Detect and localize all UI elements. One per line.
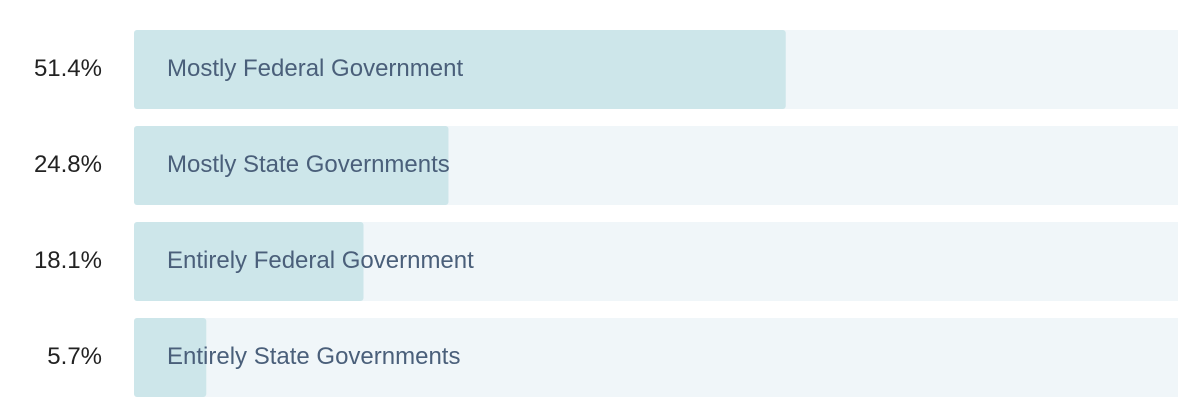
value-label: 5.7%	[47, 343, 102, 370]
bar	[134, 30, 786, 109]
bar	[134, 318, 207, 397]
bar	[134, 222, 364, 301]
option-label: Entirely State Governments	[167, 343, 460, 370]
bar-track	[134, 222, 1178, 301]
value-label: 18.1%	[34, 247, 102, 274]
option-label: Entirely Federal Government	[167, 247, 474, 274]
bar	[134, 126, 449, 205]
option-label: Mostly Federal Government	[167, 55, 463, 82]
bar-track	[134, 318, 1178, 397]
option-label: Mostly State Governments	[167, 151, 450, 178]
value-label: 51.4%	[34, 55, 102, 82]
value-label: 24.8%	[34, 151, 102, 178]
